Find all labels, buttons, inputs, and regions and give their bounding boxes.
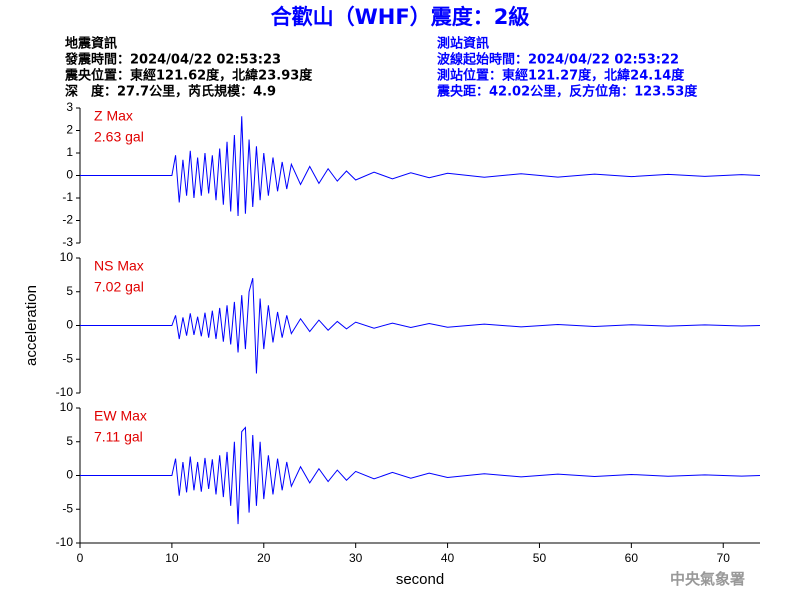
max-label: 7.02 gal — [94, 279, 144, 295]
x-tick-label: 60 — [625, 551, 639, 565]
y-tick-label: -2 — [62, 213, 73, 227]
y-tick-label: -5 — [62, 351, 73, 365]
info-left: 震央位置：東經121.62度，北緯23.93度 — [64, 68, 313, 84]
footer: 中央氣象署 — [670, 570, 745, 588]
x-axis-label: second — [396, 571, 444, 588]
max-label: 2.63 gal — [94, 129, 144, 145]
trace — [80, 426, 761, 525]
x-tick-label: 70 — [717, 551, 731, 565]
y-tick-label: 0 — [66, 318, 73, 332]
y-tick-label: 0 — [66, 468, 73, 482]
info-right: 波線起始時間：2024/04/22 02:53:22 — [437, 52, 679, 68]
y-tick-label: -10 — [56, 535, 74, 549]
y-axis-label: acceleration — [23, 285, 40, 366]
x-tick-label: 20 — [257, 551, 271, 565]
info-left: 發震時間：2024/04/22 02:53:23 — [64, 52, 281, 68]
y-tick-label: 2 — [66, 123, 73, 137]
x-tick-label: 40 — [441, 551, 455, 565]
y-tick-label: 5 — [66, 434, 73, 448]
y-tick-label: -5 — [62, 501, 73, 515]
info-right: 震央距：42.02公里，反方位角：123.53度 — [436, 84, 698, 100]
trace — [80, 116, 761, 217]
x-tick-label: 0 — [77, 551, 84, 565]
y-tick-label: 5 — [66, 284, 73, 298]
trace — [80, 277, 761, 374]
x-tick-label: 10 — [165, 551, 179, 565]
info-right: 測站位置：東經121.27度，北緯24.14度 — [437, 68, 685, 84]
max-label: EW Max — [94, 408, 147, 424]
y-tick-label: -1 — [62, 190, 73, 204]
y-tick-label: 0 — [66, 168, 73, 182]
y-tick-label: 10 — [60, 250, 74, 264]
x-tick-label: 50 — [533, 551, 547, 565]
x-tick-label: 30 — [349, 551, 363, 565]
y-tick-label: 1 — [66, 145, 73, 159]
info-left: 地震資訊 — [65, 36, 117, 52]
max-label: 7.11 gal — [94, 429, 143, 445]
title: 合歡山（WHF）震度：2級 — [271, 5, 530, 29]
y-tick-label: 3 — [66, 100, 73, 114]
y-tick-label: -3 — [62, 235, 73, 249]
info-left: 深 度：27.7公里，芮氏規模：4.9 — [65, 84, 276, 100]
max-label: Z Max — [94, 108, 133, 124]
y-tick-label: 10 — [60, 400, 74, 414]
info-right: 測站資訊 — [437, 36, 489, 52]
max-label: NS Max — [94, 258, 144, 274]
y-tick-label: -10 — [56, 385, 74, 399]
